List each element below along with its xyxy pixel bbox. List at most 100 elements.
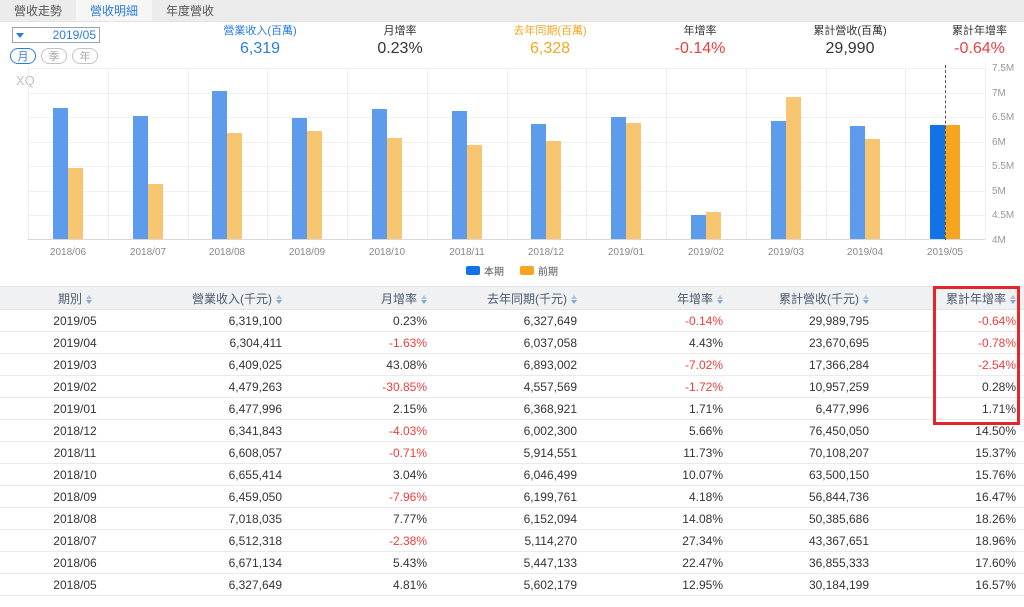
chart-bar-prior[interactable] [227,133,242,239]
chart-bar-current[interactable] [53,108,68,239]
chart-bar-prior[interactable] [68,168,83,239]
chart-bar-current[interactable] [691,215,706,239]
gridline-h [28,68,985,69]
table-body: 2019/05 6,319,100 0.23% 6,327,649 -0.14% 29,9… [0,309,1024,596]
value-cell: 6,477,996 [150,397,290,420]
chart-bar-prior[interactable] [786,97,801,239]
revenue-bar-chart: XQ 7.5M 7M 6.5M 6M 5.5M 5M 4.5M 4M 2018/06 2018/… [0,63,1024,284]
tab-1[interactable]: 營收走勢 [14,4,63,18]
tab-2-active[interactable]: 營收明細 [76,0,153,21]
value-cell: 10.07% [585,463,731,486]
metrics-row: 營業收入(百萬) 6,319 月增率 0.23% 去年同期(百萬) 6,328 年增率 -0.… [185,22,1024,59]
granularity-pill-1[interactable]: 月 [10,48,36,64]
value-cell: -2.38% [290,529,435,552]
chart-bar-prior[interactable] [546,141,561,239]
chart-bar-prior[interactable] [148,184,163,239]
value-cell: 6,327,649 [435,309,585,332]
value-cell: 50,385,686 [731,507,877,530]
chart-bar-current[interactable] [611,117,626,239]
chart-bar-prior[interactable] [945,125,960,239]
value-cell: 6,327,649 [150,573,290,596]
chart-plot-area [28,65,986,240]
controls-row: 2019/05 月季年 營業收入(百萬) 6,319 月增率 0.23% 去年同期(百萬… [0,22,1024,65]
value-cell: -7.02% [585,353,731,376]
value-cell: -4.03% [290,419,435,442]
metric-value: -0.14% [674,40,726,57]
column-header-3[interactable]: 月增率 [290,286,435,310]
value-cell: 16.47% [877,485,1024,508]
tab-3[interactable]: 年度營收 [166,4,215,18]
table-row: 2018/05 6,327,649 4.81% 5,602,179 12.95% 30,1… [0,573,1024,596]
chart-bar-prior[interactable] [387,138,402,239]
gridline-v [746,68,747,239]
value-cell: 70,108,207 [731,441,877,464]
x-tick-label: 2018/07 [129,247,167,258]
x-tick-label: 2019/01 [607,247,645,258]
chart-bar-prior[interactable] [706,212,721,239]
xq-watermark: XQ [16,73,35,88]
value-cell: 4.81% [290,573,435,596]
chart-bar-current[interactable] [133,116,148,239]
sort-down-arrow [421,299,427,304]
value-cell: 30,184,199 [731,573,877,596]
column-header-1[interactable]: 期別 [0,286,150,310]
legend-item-current: 本期 [466,263,504,278]
value-cell: 63,500,150 [731,463,877,486]
chart-bar-current[interactable] [452,111,467,239]
chart-bar-prior[interactable] [865,139,880,239]
chart-bar-current[interactable] [212,91,227,239]
column-header-7[interactable]: 累計年增率 [877,286,1024,310]
value-cell: 5,914,551 [435,441,585,464]
chart-bar-current[interactable] [531,124,546,239]
revenue-table: 期別 營業收入(千元) 月增率 去年同期(千元) 年增率 累計營收(千元) 累計年增率 20… [0,286,1024,596]
value-cell: -1.63% [290,331,435,354]
metric-label: 去年同期(百萬) [513,25,587,37]
legend-label: 本期 [484,267,504,278]
metric-3: 去年同期(百萬) 6,328 [465,22,635,59]
value-cell: -0.71% [290,441,435,464]
column-header-label: 月增率 [380,291,417,306]
metric-2: 月增率 0.23% [335,22,465,59]
value-cell: 4.43% [585,331,731,354]
value-cell: -0.14% [585,309,731,332]
chart-bar-prior[interactable] [467,145,482,239]
value-cell: 6,608,057 [150,441,290,464]
y-tick-label: 5.5M [992,161,1015,172]
value-cell: 16.57% [877,573,1024,596]
value-cell: 6,199,761 [435,485,585,508]
value-cell: 7,018,035 [150,507,290,530]
chart-bar-prior[interactable] [307,131,322,239]
value-cell: -0.78% [877,331,1024,354]
value-cell: -30.85% [290,375,435,398]
chart-bar-current[interactable] [771,121,786,239]
period-cell: 2018/09 [0,485,150,508]
value-cell: 6,037,058 [435,331,585,354]
sort-up-arrow [86,294,92,299]
gridline-v [826,68,827,239]
chart-bar-current[interactable] [930,125,945,239]
x-tick-label: 2019/04 [846,247,884,258]
value-cell: 76,450,050 [731,419,877,442]
gridline-v [28,68,29,239]
sort-up-arrow [863,294,869,299]
chart-bar-current[interactable] [292,118,307,239]
chart-bar-prior[interactable] [626,123,641,239]
value-cell: 10,957,259 [731,375,877,398]
metric-4: 年增率 -0.14% [635,22,765,59]
column-header-6[interactable]: 累計營收(千元) [731,286,877,310]
chart-legend: 本期 前期 [0,263,1024,278]
metric-value: 29,990 [825,40,875,57]
sort-down-arrow [276,299,282,304]
chart-bar-current[interactable] [850,126,865,239]
column-header-4[interactable]: 去年同期(千元) [435,286,585,310]
chart-bar-current[interactable] [372,109,387,239]
metric-value: -0.64% [954,40,1005,57]
granularity-pill-2[interactable]: 季 [41,48,67,64]
column-header-2[interactable]: 營業收入(千元) [150,286,290,310]
sort-down-arrow [863,299,869,304]
granularity-pill-3[interactable]: 年 [72,48,98,64]
period-cell: 2018/06 [0,551,150,574]
column-header-5[interactable]: 年增率 [585,286,731,310]
value-cell: 4,479,263 [150,375,290,398]
period-select[interactable]: 2019/05 [12,27,100,43]
